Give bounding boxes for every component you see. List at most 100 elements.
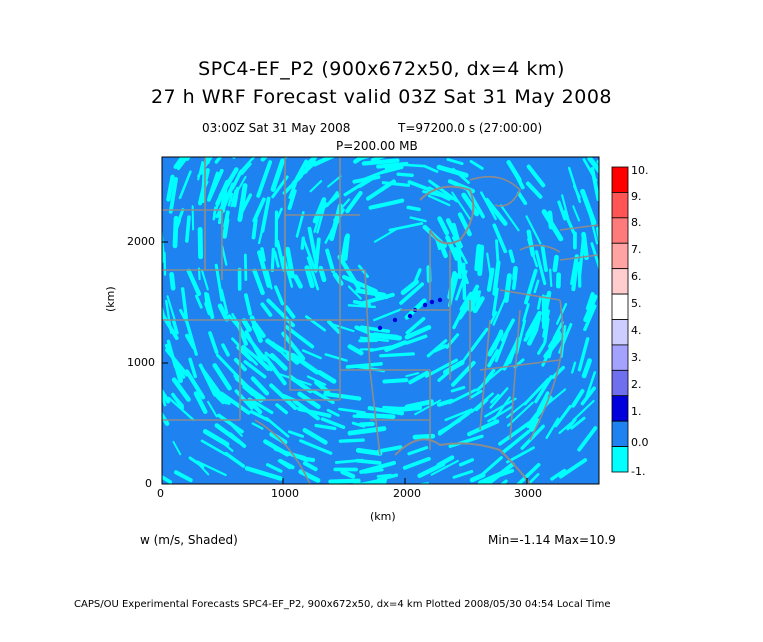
updraft-streak <box>214 435 234 452</box>
updraft-streak <box>330 322 355 333</box>
updraft-streak <box>533 279 540 294</box>
colorbar-swatch <box>611 166 629 193</box>
colorbar-swatch <box>611 420 629 447</box>
updraft-streak <box>543 317 550 344</box>
x-tick-3000: 3000 <box>514 487 542 500</box>
updraft-streak <box>535 315 542 330</box>
updraft-streak <box>484 397 517 418</box>
updraft-streak <box>251 217 258 240</box>
updraft-streak <box>173 470 193 483</box>
updraft-streak <box>257 250 271 288</box>
updraft-streak <box>300 236 305 250</box>
updraft-streak <box>178 170 192 200</box>
y-tick-1000: 1000 <box>127 356 155 369</box>
updraft-streak <box>537 342 546 355</box>
updraft-streak <box>320 417 346 429</box>
updraft-streak <box>199 181 209 198</box>
updraft-streak <box>520 424 545 450</box>
updraft-streak <box>515 319 527 355</box>
updraft-streak <box>382 378 409 384</box>
updraft-streak <box>172 440 182 456</box>
updraft-streak <box>526 164 546 188</box>
updraft-streak <box>195 294 203 309</box>
updraft-streak <box>172 320 179 335</box>
updraft-streak <box>456 257 463 274</box>
colorbar-label-0: 0.0 <box>631 436 649 449</box>
updraft-streak <box>298 469 321 483</box>
updraft-streak <box>257 230 263 245</box>
updraft-streak <box>494 332 509 363</box>
updraft-streak <box>347 426 387 436</box>
updraft-streak <box>198 363 217 397</box>
updraft-streak <box>558 420 574 435</box>
updraft-streak <box>580 188 597 225</box>
colorbar-swatch <box>611 192 629 219</box>
colorbar-swatch <box>611 344 629 371</box>
updraft-streak <box>407 180 430 191</box>
updraft-streak <box>345 362 383 369</box>
updraft-streak <box>384 340 408 352</box>
colorbar-swatch <box>611 268 629 295</box>
updraft-streak <box>354 325 371 335</box>
updraft-streak <box>271 341 291 361</box>
updraft-streak <box>186 157 191 162</box>
updraft-streak <box>328 478 361 484</box>
updraft-streak <box>221 343 230 357</box>
y-axis-label: (km) <box>104 286 117 312</box>
updraft-streak <box>358 421 375 427</box>
updraft-streak <box>540 244 548 273</box>
updraft-streak <box>493 396 511 421</box>
updraft-streak <box>347 344 364 356</box>
updraft-streak <box>205 292 215 320</box>
updraft-streak <box>467 419 500 437</box>
updraft-streak <box>405 316 426 335</box>
vertical-velocity-shading <box>162 157 599 484</box>
updraft-streak <box>243 253 248 282</box>
updraft-streak <box>516 462 541 484</box>
updraft-streak <box>167 396 195 421</box>
updraft-streak <box>185 215 191 243</box>
axis-ticks <box>161 241 528 485</box>
updraft-streak <box>313 205 324 233</box>
updraft-streak <box>426 339 448 358</box>
updraft-streak <box>162 392 167 407</box>
updraft-streak <box>523 377 550 406</box>
plot-frame <box>161 156 600 485</box>
updraft-streak <box>511 276 517 290</box>
updraft-streak <box>407 446 429 456</box>
updraft-streak <box>355 458 382 465</box>
updraft-streak <box>215 185 234 219</box>
state-boundaries <box>162 157 599 484</box>
updraft-streak <box>269 352 288 371</box>
updraft-streak <box>572 205 581 222</box>
field-variable-label: w (m/s, Shaded) <box>140 533 238 547</box>
updraft-streak <box>287 430 305 438</box>
updraft-streak <box>423 164 439 173</box>
updraft-streak <box>244 293 253 316</box>
updraft-streak <box>526 327 539 346</box>
updraft-streak <box>525 310 542 338</box>
updraft-streak <box>291 158 316 186</box>
updraft-streak <box>505 446 535 464</box>
plot-title-line2: 27 h WRF Forecast valid 03Z Sat 31 May 2… <box>150 86 613 108</box>
updraft-streak <box>498 421 531 446</box>
updraft-streak <box>363 468 384 474</box>
updraft-streak <box>231 312 240 326</box>
plot-title-line1: SPC4-EF_P2 (900x672x50, dx=4 km) <box>198 58 565 80</box>
updraft-streak <box>172 215 179 249</box>
updraft-streak <box>287 189 297 210</box>
updraft-streak <box>242 344 270 372</box>
updraft-streak <box>370 157 388 162</box>
updraft-streak <box>338 407 366 414</box>
updraft-streak <box>359 336 390 342</box>
updraft-streak <box>405 372 420 378</box>
updraft-streak <box>446 158 464 166</box>
updraft-streak <box>330 217 341 234</box>
updraft-streak <box>188 456 205 469</box>
updraft-streak <box>545 417 560 440</box>
updraft-streak <box>486 252 492 278</box>
updraft-streak <box>357 264 369 278</box>
colorbar-swatch <box>611 395 629 422</box>
updraft-streak <box>230 189 237 208</box>
colorbar-label-5: 5. <box>631 297 642 310</box>
